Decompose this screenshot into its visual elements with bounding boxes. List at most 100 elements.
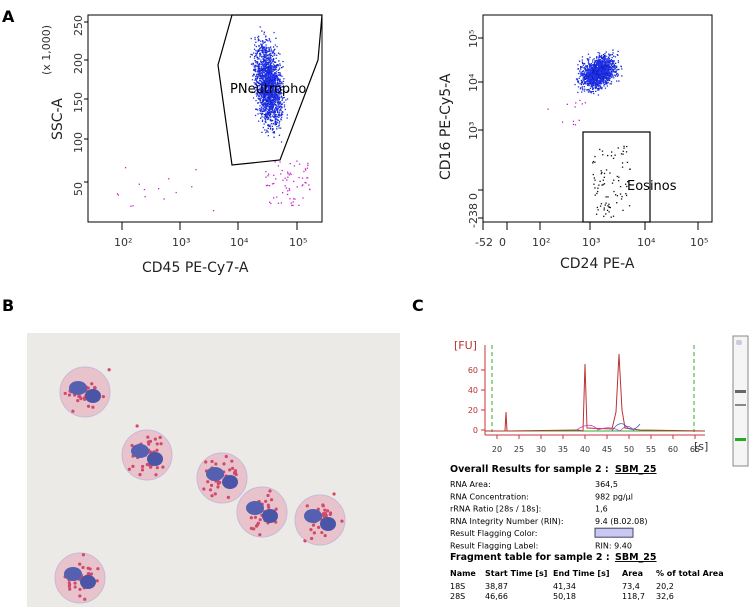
event [618,62,619,63]
event [593,88,594,89]
event [611,65,612,66]
event [274,115,275,116]
event [609,211,610,212]
event [616,69,617,70]
event [269,202,270,203]
event [600,81,601,82]
event [584,86,585,87]
event [281,107,282,108]
y-tick-label: 50 [72,182,85,196]
event [253,52,254,53]
event [602,69,603,70]
event [269,54,270,55]
event [592,85,593,86]
event [595,80,596,81]
event [302,178,303,179]
event [283,102,284,103]
event [262,50,263,51]
event [268,72,269,73]
event [259,108,260,109]
event [605,203,606,204]
event [252,79,253,80]
event [270,203,271,204]
event [612,183,613,184]
event [585,76,586,77]
event [259,53,260,54]
gate-label: Eosinos [627,179,677,194]
event [598,94,599,95]
event [258,98,259,99]
event [616,202,617,203]
event [290,173,291,174]
event [260,102,261,103]
event [287,173,288,174]
event [584,82,585,83]
x-tick-label: 10⁵ [289,236,307,249]
table-cell: 28S [450,592,465,601]
event [589,85,590,86]
event [268,97,269,98]
event [260,109,261,110]
event [270,128,271,129]
event [258,51,259,52]
granule [210,494,213,497]
event [605,213,606,214]
event [287,194,288,195]
event [256,74,257,75]
event [252,64,253,65]
event [573,121,574,122]
granule [250,516,253,519]
event [271,49,272,50]
event [597,80,598,81]
y-tick-label: 200 [72,53,85,74]
events [548,50,632,218]
event [280,108,281,109]
granule [87,386,90,389]
event [265,132,266,133]
granule [68,581,71,584]
event [591,86,592,87]
event [276,55,277,56]
event [279,122,280,123]
y-tick-label: -238 [467,203,480,228]
results-title: Overall Results for sample 2 : [450,464,609,475]
event [279,97,280,98]
event [605,61,606,62]
granule [154,437,157,440]
event [262,120,263,121]
event [587,83,588,84]
event [582,71,583,72]
event [611,67,612,68]
event [260,78,261,79]
granule [87,405,90,408]
event [273,113,274,114]
event [606,196,607,197]
nucleus [222,475,238,489]
event [260,75,261,76]
event [274,79,275,80]
granule [267,504,270,507]
event [257,77,258,78]
event [597,191,598,192]
event [589,67,590,68]
event [605,65,606,66]
event [261,67,262,68]
event [213,210,214,211]
event [584,63,585,64]
event [279,99,280,100]
event [615,56,616,57]
gate-label: PNeutropho [230,82,306,97]
event [612,74,613,75]
event [195,169,196,170]
event [287,190,288,191]
event [612,57,613,58]
event [579,120,580,121]
event [602,63,603,64]
event [265,98,266,99]
event [261,30,262,31]
event [291,174,292,175]
event [600,70,601,71]
event [284,97,285,98]
event [266,40,267,41]
event [605,83,606,84]
